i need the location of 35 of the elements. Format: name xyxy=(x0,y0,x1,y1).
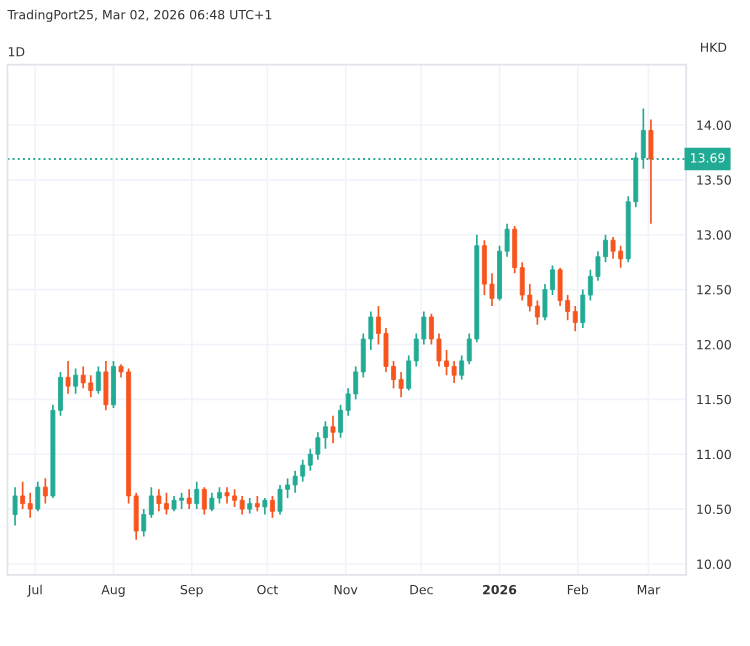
candlestick xyxy=(80,365,86,390)
candlestick xyxy=(534,299,540,326)
candlestick xyxy=(111,360,116,409)
candlestick xyxy=(201,486,207,516)
candlestick xyxy=(95,365,101,395)
candlestick xyxy=(27,491,33,519)
candlestick xyxy=(322,420,328,450)
candlestick xyxy=(239,495,245,516)
candlestick xyxy=(12,486,18,527)
candlestick xyxy=(292,469,298,494)
candlestick xyxy=(277,484,283,516)
candlestick xyxy=(648,118,654,225)
candlestick xyxy=(103,360,109,412)
candlestick xyxy=(315,431,321,461)
candlestick xyxy=(481,239,487,296)
candlestick xyxy=(186,488,192,510)
candlestick xyxy=(164,491,169,516)
candlestick xyxy=(156,488,162,513)
candlestick xyxy=(300,458,306,483)
candlestick xyxy=(35,480,41,513)
candlestick xyxy=(88,374,94,398)
candlestick xyxy=(618,244,624,269)
candlestick xyxy=(572,305,578,333)
candlestick xyxy=(398,371,404,398)
candlestick xyxy=(610,236,616,260)
candlestick xyxy=(209,491,215,513)
candlestick xyxy=(270,495,275,519)
candlestick xyxy=(65,360,71,395)
candlestick xyxy=(557,266,563,307)
candlestick xyxy=(73,367,79,395)
candlestick xyxy=(451,360,457,384)
candlestick xyxy=(20,480,26,510)
candlestick xyxy=(194,480,200,510)
candlestick xyxy=(42,477,48,505)
candlestick xyxy=(330,414,336,445)
